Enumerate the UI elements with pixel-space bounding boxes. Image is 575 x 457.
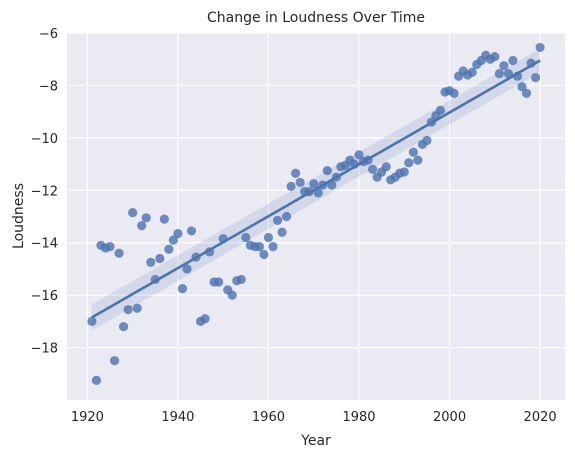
data-point [354,150,364,160]
data-point [530,72,541,83]
data-point [422,135,432,146]
data-point [137,221,147,231]
y-tick-label: −6 [39,27,58,42]
data-point [413,155,423,165]
data-point [517,82,527,92]
data-point [399,167,409,177]
data-point [327,180,337,190]
data-point [236,274,246,285]
data-point [182,264,192,274]
data-point [381,162,391,172]
data-point [114,248,124,258]
x-tick-labels: 1920 1940 1960 1980 2000 2020 [71,410,557,425]
data-point [146,257,156,267]
data-point [254,242,265,252]
y-tick-label: −8 [39,79,58,94]
data-point [109,356,120,366]
data-point [227,290,237,300]
data-point [281,211,292,222]
data-point [87,316,97,326]
data-point [241,232,251,243]
data-point [177,283,188,294]
data-point [408,147,418,157]
data-point [322,166,332,176]
data-point [272,215,283,226]
x-tick-label: 1940 [161,410,194,425]
chart-title: Change in Loudness Over Time [207,10,425,26]
data-point [467,67,477,77]
regression-line [91,59,541,319]
data-point [168,235,178,245]
data-point [200,314,210,324]
data-point [499,61,509,71]
data-point [268,242,278,252]
data-point [123,304,133,315]
data-point [313,188,323,198]
data-point [277,227,287,237]
data-point [286,181,296,191]
y-tick-label: −10 [31,132,58,147]
x-tick-label: 1980 [342,410,375,425]
data-point [309,179,319,189]
x-tick-label: 1920 [71,410,104,425]
data-point [435,105,446,115]
data-point [186,226,197,236]
data-point [128,207,138,218]
data-point [521,88,532,98]
y-tick-labels: −18 −16 −14 −12 −10 −8 −6 [31,27,58,357]
x-tick-label: 2000 [433,410,466,425]
data-point [508,55,518,66]
data-point [118,322,129,332]
x-axis-label: Year [300,433,331,449]
data-point [259,249,269,260]
y-axis-label: Loudness [11,183,27,249]
y-tick-label: −18 [31,342,58,357]
data-point [141,213,151,223]
y-tick-label: −16 [31,289,58,304]
x-tick-label: 2020 [524,410,557,425]
data-point [155,253,165,264]
data-point [535,42,545,53]
data-point [367,164,378,174]
data-point [105,242,115,252]
y-tick-label: −14 [31,237,58,252]
data-point [263,232,274,243]
data-point [132,303,142,313]
data-point [490,51,500,62]
data-point [291,168,301,178]
data-point [164,244,174,254]
data-point [91,375,102,385]
data-point [214,277,224,287]
data-point [295,177,305,188]
data-point [159,214,169,224]
data-point [494,69,504,79]
data-point [173,228,183,239]
regression-line-layer [91,59,541,319]
y-tick-label: −12 [31,184,58,199]
data-point [404,158,414,168]
data-point [449,88,459,98]
x-tick-label: 1960 [252,410,285,425]
